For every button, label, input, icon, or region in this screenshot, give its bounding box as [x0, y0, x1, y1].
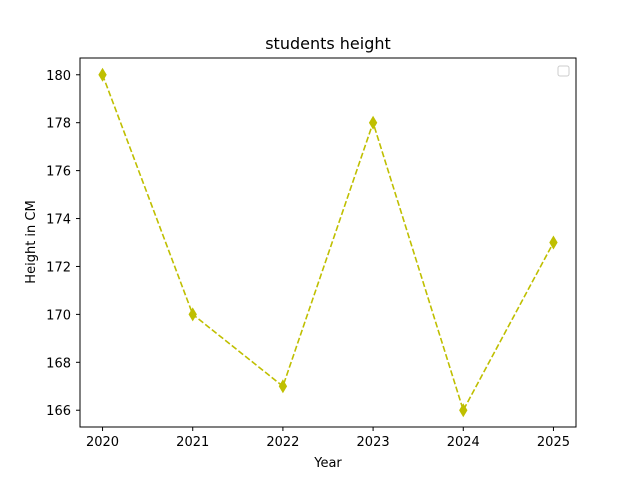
x-tick-label: 2020: [86, 435, 119, 450]
series-layer: [101, 74, 555, 413]
marker-layer: [98, 67, 558, 418]
x-tick-label: 2024: [447, 435, 480, 450]
y-tick-label: 168: [46, 356, 71, 371]
legend-box: [557, 65, 570, 77]
x-tick-label: 2025: [537, 435, 570, 450]
tick-layer: 2020 2021 2022 2023 2024 2025 166 168 170 172 174 1…: [46, 69, 570, 450]
y-tick-label: 178: [46, 117, 71, 132]
series-line: [101, 74, 555, 413]
plot-area-frame: [79, 57, 577, 428]
y-tick-label: 180: [46, 69, 71, 84]
x-tick-label: 2023: [357, 435, 390, 450]
y-tick-label: 170: [46, 308, 71, 323]
data-point-marker: [188, 307, 197, 322]
chart-title: students height: [265, 34, 391, 53]
y-axis-label: Height in CM: [24, 200, 39, 283]
data-point-marker: [549, 235, 558, 250]
data-point-marker: [98, 67, 107, 82]
data-point-marker: [368, 115, 378, 130]
x-tick-label: 2021: [176, 435, 209, 450]
y-tick-label: 166: [46, 404, 71, 419]
data-point-marker: [278, 379, 288, 394]
y-tick-label: 174: [46, 213, 71, 228]
y-tick-label: 172: [46, 260, 71, 275]
x-tick-label: 2022: [266, 435, 299, 450]
y-tick-label: 176: [46, 165, 71, 180]
x-axis-label: Year: [313, 456, 342, 471]
data-point-marker: [459, 403, 468, 418]
